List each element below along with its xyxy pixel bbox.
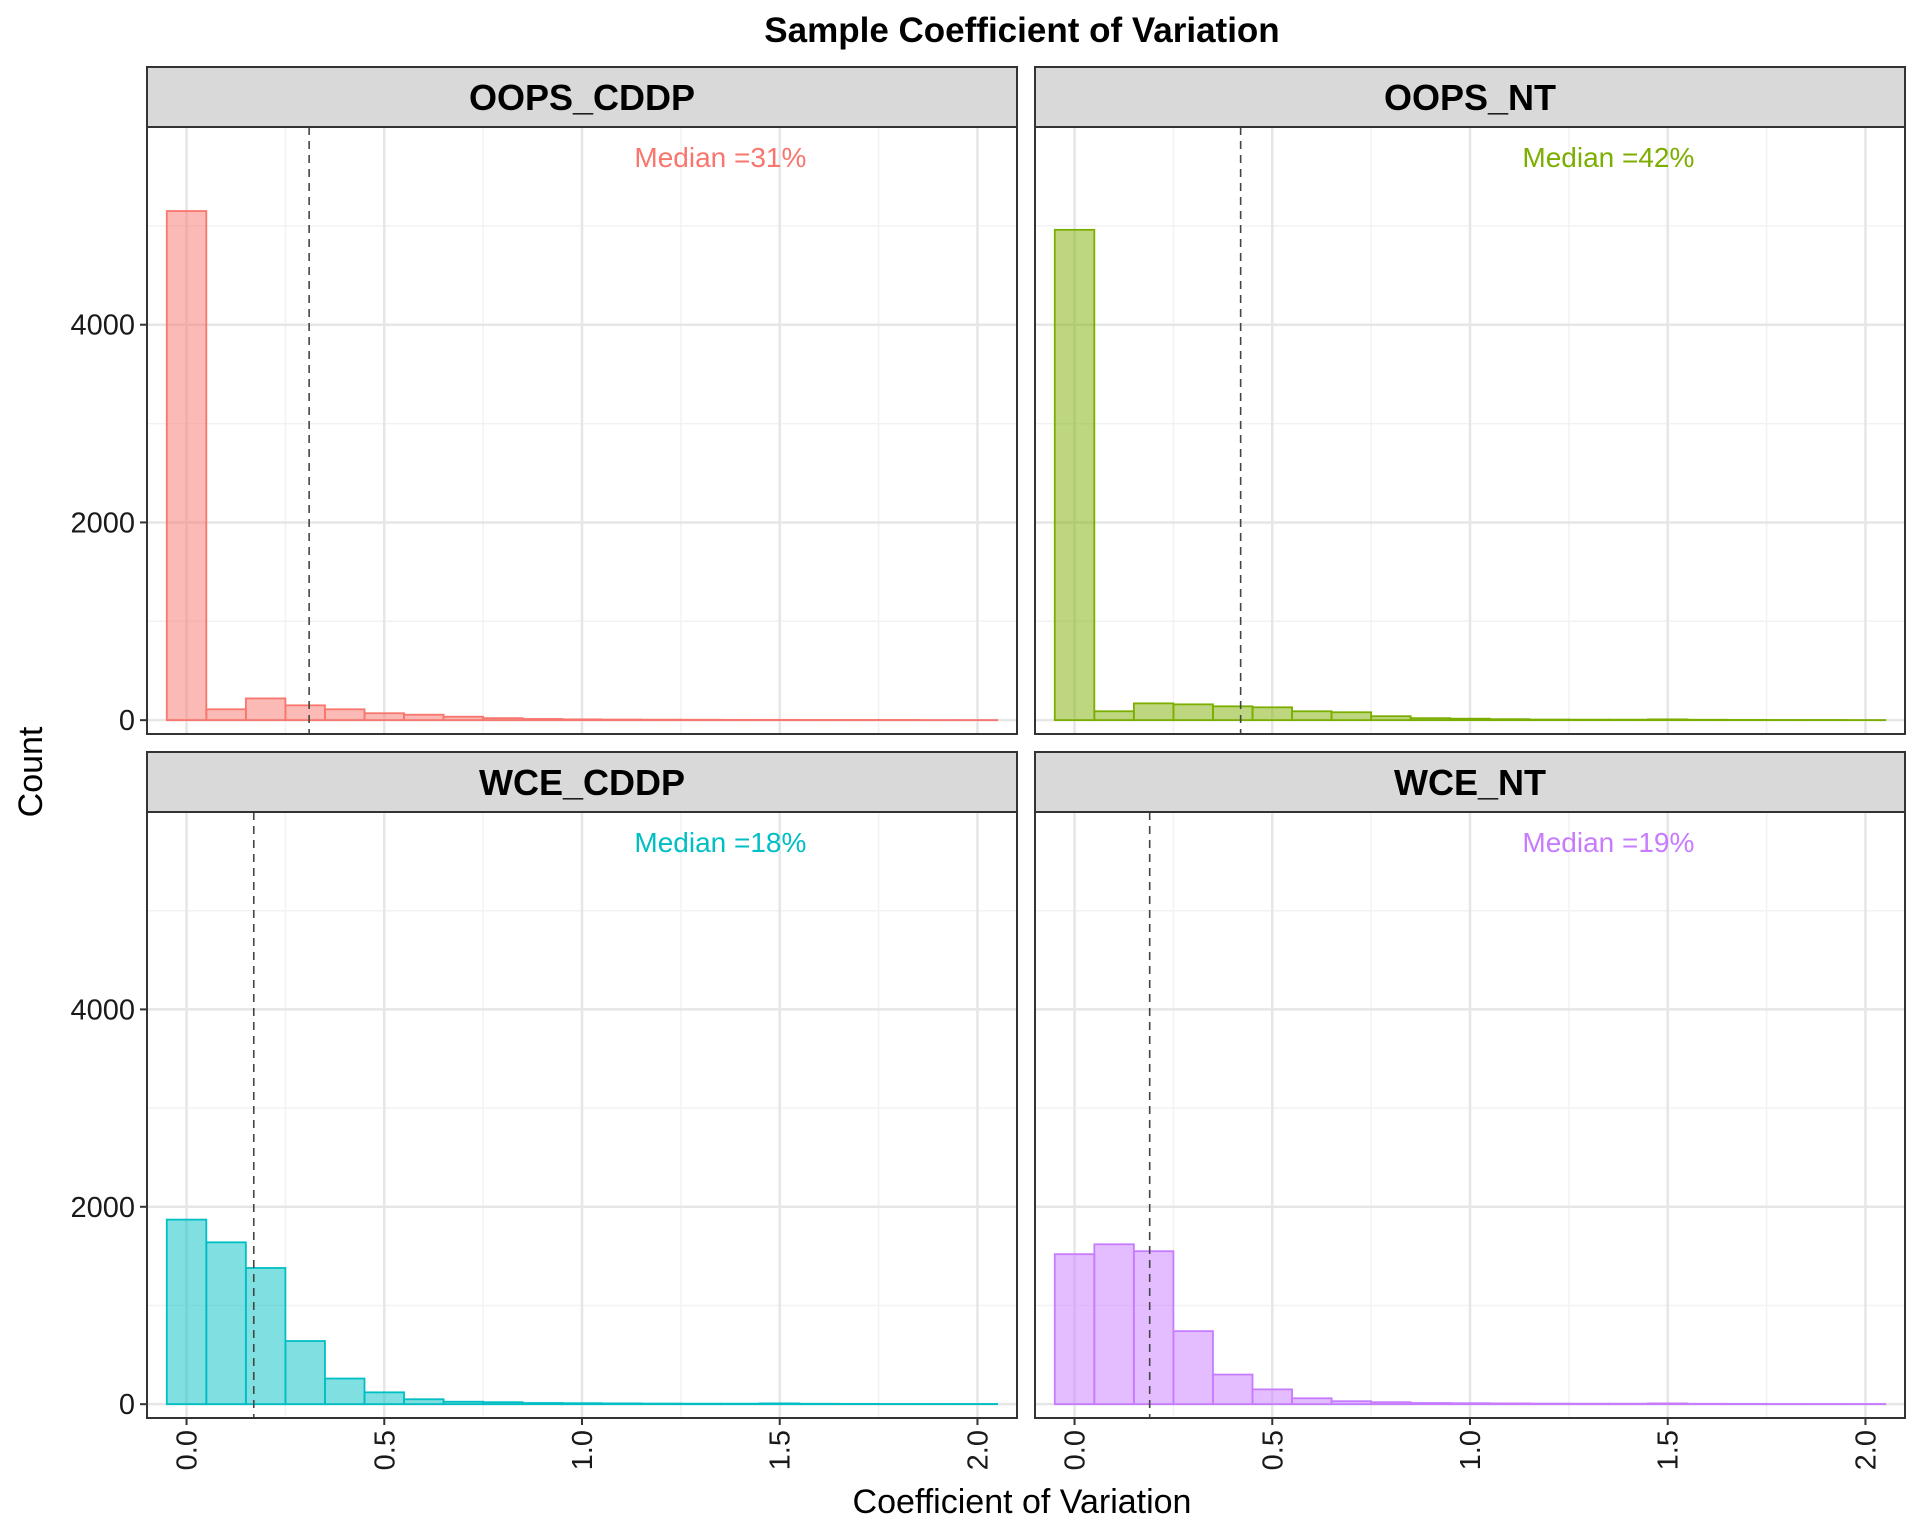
- histogram-bar: [403, 713, 445, 722]
- histogram-bar: [442, 1400, 485, 1406]
- histogram-bar: [1212, 1373, 1254, 1406]
- histogram-bar: [1370, 1401, 1412, 1406]
- histogram-bar: [1647, 718, 1689, 722]
- histogram-bar: [1251, 1388, 1293, 1406]
- median-label: Median =31%: [634, 142, 806, 173]
- y-axis-title: Count: [12, 726, 50, 817]
- panel-oops-cddp: Median =31% OOPS_CDDP 0 2000 4000: [70, 66, 1018, 737]
- histogram-bar: [403, 1398, 445, 1406]
- histogram-bar: [1647, 1402, 1689, 1406]
- histogram-bar: [205, 1241, 247, 1406]
- histogram-bar: [324, 1377, 366, 1406]
- x-tick-label: 0.5: [1257, 1430, 1289, 1470]
- histogram-bar: [482, 717, 524, 722]
- histogram-bar: [1528, 718, 1570, 722]
- histogram-bar: [1488, 1402, 1531, 1406]
- x-axis-title: Coefficient of Variation: [853, 1483, 1192, 1521]
- histogram-bar: [482, 1401, 524, 1406]
- histogram-bar: [521, 1402, 564, 1406]
- histogram-bar: [324, 708, 366, 722]
- y-tick-label: 2000: [70, 1192, 135, 1224]
- histogram-bar: [284, 704, 326, 722]
- histogram-bar: [1172, 1330, 1214, 1406]
- median-label: Median =19%: [1522, 827, 1694, 858]
- histogram-bar: [1291, 710, 1333, 722]
- y-tick-label: 0: [119, 1389, 135, 1421]
- strip-label: OOPS_NT: [1384, 77, 1556, 118]
- histogram-bar: [521, 718, 564, 722]
- histogram-bar: [284, 1340, 326, 1406]
- y-tick-label: 4000: [70, 310, 135, 342]
- histogram-bar: [1330, 711, 1373, 722]
- strip-background: [1034, 66, 1906, 128]
- histogram-bar: [1053, 1253, 1096, 1406]
- x-tick-label: 0.5: [369, 1430, 401, 1470]
- histogram-bar: [1093, 710, 1135, 722]
- panel-wce-cddp: Median =18% WCE_CDDP 0 2000 4000 0.0 0.5 1.0 1.5…: [70, 751, 1018, 1470]
- histogram-bar: [1449, 1402, 1491, 1406]
- histogram-bar: [1330, 1400, 1373, 1406]
- histogram-bar: [363, 712, 405, 722]
- histogram-bar: [244, 1267, 287, 1406]
- histogram-bar: [442, 715, 485, 722]
- y-tick-label: 0: [119, 705, 135, 737]
- histogram-bar: [205, 708, 247, 722]
- strip-label: WCE_NT: [1394, 762, 1546, 803]
- histogram-bar: [1488, 718, 1531, 722]
- histogram-bar: [165, 1218, 208, 1406]
- facet-panels: Median =31% OOPS_CDDP 0 2000 4000 Median =42%…: [70, 66, 1906, 1470]
- histogram-bar: [561, 1402, 603, 1406]
- histogram-bar: [561, 718, 603, 722]
- histogram-bar: [1132, 1250, 1175, 1406]
- histogram-bar: [1172, 703, 1214, 722]
- y-tick-label: 4000: [70, 994, 135, 1026]
- histogram-bar: [1212, 705, 1254, 722]
- histogram-bar: [1528, 1402, 1570, 1406]
- histogram-bar: [1409, 717, 1452, 722]
- strip-background: [146, 751, 1018, 813]
- panel-oops-nt: Median =42% OOPS_NT: [1034, 66, 1906, 735]
- histogram-bar: [1251, 706, 1293, 722]
- histogram-bar: [640, 1402, 682, 1406]
- histogram-bar: [600, 1402, 643, 1406]
- y-tick-label: 2000: [70, 507, 135, 539]
- strip-label: WCE_CDDP: [479, 762, 685, 803]
- histogram-bar: [363, 1391, 405, 1406]
- histogram-bar: [600, 718, 643, 722]
- histogram-bar: [759, 1402, 801, 1406]
- histogram-bar: [1291, 1397, 1333, 1406]
- x-tick-label: 1.0: [567, 1430, 599, 1470]
- histogram-bar: [244, 697, 287, 722]
- panel-wce-nt: Median =19% WCE_NT 0.0 0.5 1.0 1.5 2.0: [1034, 751, 1906, 1470]
- strip-background: [1034, 751, 1906, 813]
- median-label: Median =18%: [634, 827, 806, 858]
- x-tick-label: 0.0: [1060, 1430, 1092, 1470]
- histogram-bar: [1449, 717, 1491, 722]
- histogram-bar: [165, 210, 208, 722]
- strip-background: [146, 66, 1018, 128]
- histogram-bar: [1409, 1402, 1452, 1406]
- histogram-bar: [1132, 702, 1175, 722]
- x-tick-label: 2.0: [1850, 1430, 1882, 1470]
- median-label: Median =42%: [1522, 142, 1694, 173]
- x-tick-label: 1.5: [1653, 1430, 1685, 1470]
- strip-label: OOPS_CDDP: [469, 77, 695, 118]
- histogram-bar: [1093, 1243, 1135, 1406]
- x-tick-label: 2.0: [962, 1430, 994, 1470]
- x-tick-label: 1.5: [765, 1430, 797, 1470]
- histogram-bar: [1370, 715, 1412, 722]
- histogram-bar: [1053, 228, 1096, 722]
- x-tick-label: 0.0: [172, 1430, 204, 1470]
- chart-title: Sample Coefficient of Variation: [764, 11, 1279, 50]
- x-tick-label: 1.0: [1455, 1430, 1487, 1470]
